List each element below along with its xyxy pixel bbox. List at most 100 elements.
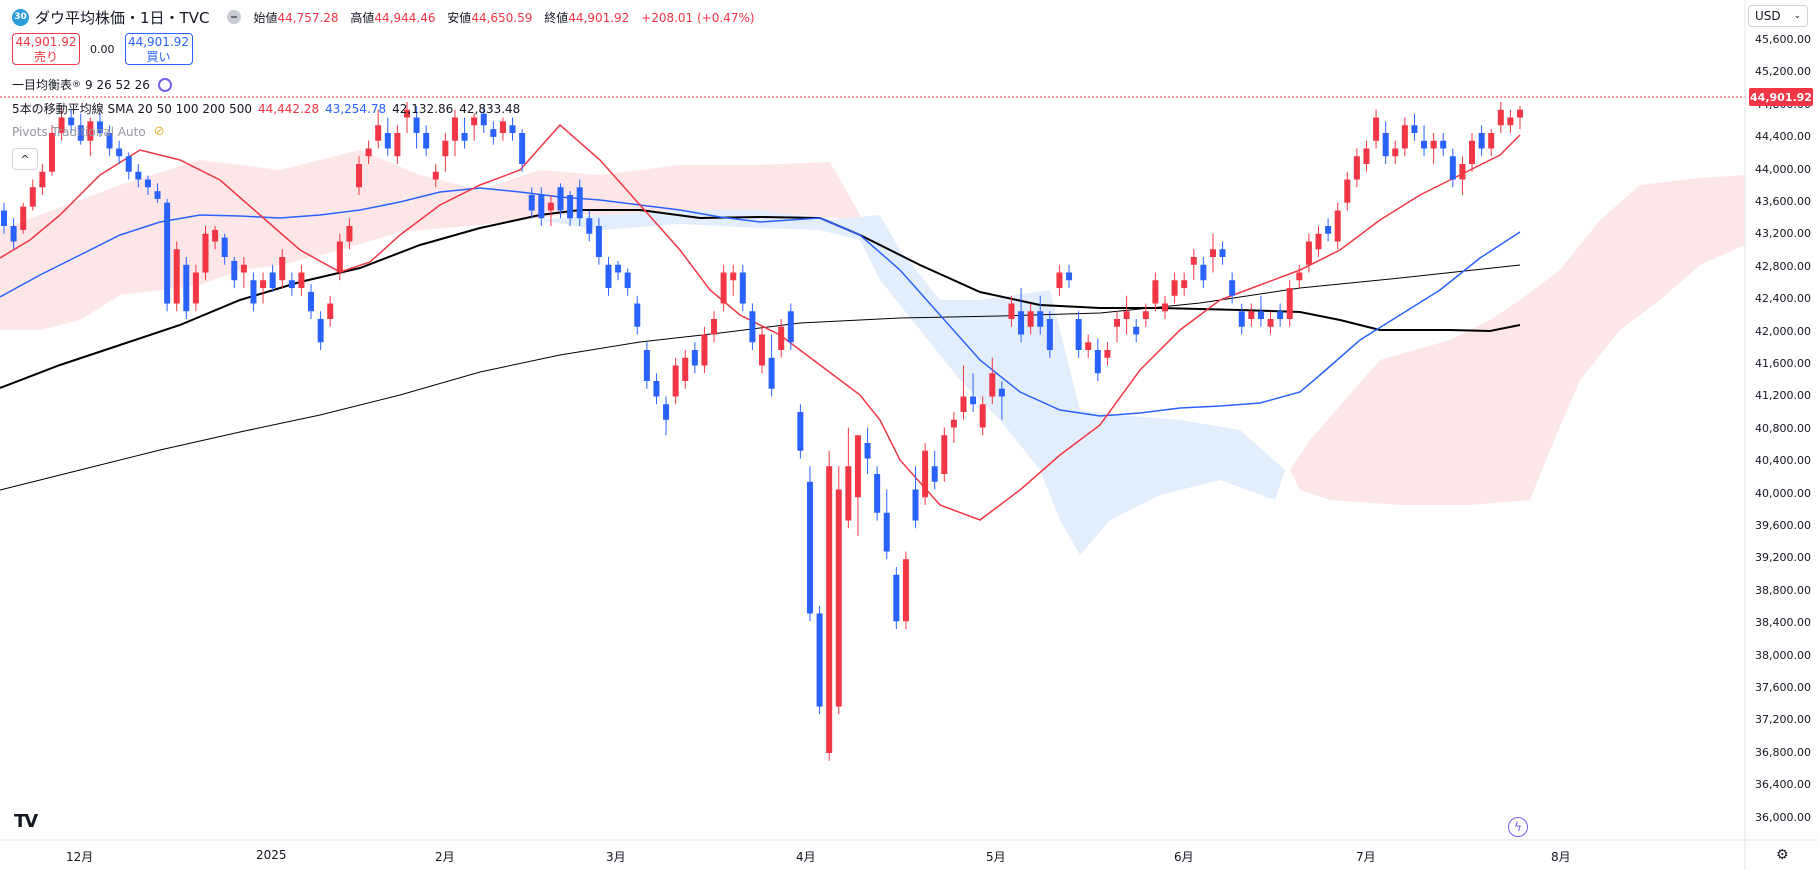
candle [1296, 264, 1303, 288]
candle [1373, 109, 1380, 149]
buy-button[interactable]: 44,901.92 買い [124, 33, 193, 65]
currency-select[interactable]: USD ⌄ [1748, 5, 1808, 27]
candle [106, 125, 113, 157]
candle [96, 113, 103, 137]
time-tick-label: 6月 [1174, 850, 1194, 864]
candle [1469, 133, 1476, 172]
collapse-legend-button[interactable]: ^ [12, 148, 38, 170]
candle [960, 365, 967, 420]
candle [759, 326, 765, 374]
candle [989, 357, 996, 405]
sma-20-line [0, 123, 1521, 521]
price-tick-label: 42,400.00 [1755, 292, 1811, 306]
candle [893, 567, 900, 629]
candle [547, 195, 554, 226]
candle [567, 191, 574, 226]
candle [864, 427, 871, 474]
price-tick-label: 37,200.00 [1755, 713, 1811, 727]
candle [471, 113, 478, 141]
candle [970, 373, 977, 412]
candle [586, 210, 593, 242]
candle [39, 164, 46, 195]
candle [29, 179, 36, 211]
candle [240, 257, 247, 288]
kumo-bull-right [1290, 175, 1745, 505]
candle [1305, 233, 1312, 273]
ohlc-change: +208.01 (+0.47%) [641, 10, 755, 25]
lightning-icon[interactable]: ϟ [1508, 817, 1528, 837]
settings-icon[interactable]: ⚙ [1776, 847, 1789, 863]
sma-50-line [0, 187, 1521, 417]
price-tick-label: 39,200.00 [1755, 551, 1811, 565]
candle [826, 450, 833, 761]
buy-sell-panel: 44,901.92 売り 0.00 44,901.92 買い [12, 33, 193, 65]
candle [1056, 264, 1063, 296]
candle [260, 272, 267, 304]
candle [931, 450, 938, 490]
candle [557, 183, 564, 219]
candle [787, 303, 794, 350]
candle [528, 187, 535, 219]
ohlc-values: 始値44,757.28 高値44,944.46 安値44,650.59 終値44… [253, 10, 755, 25]
candle [375, 109, 382, 149]
candle [58, 105, 65, 141]
candle [538, 187, 545, 226]
symbol-badge: 30 [12, 8, 29, 26]
candle [1085, 334, 1092, 358]
price-tick-label: 45,200.00 [1755, 65, 1811, 79]
candle [327, 295, 334, 327]
candle [739, 264, 746, 312]
candle [1238, 303, 1245, 335]
indicator-pivots[interactable]: Pivots Traditional Auto ⊘ [12, 124, 165, 139]
candle [212, 226, 219, 250]
candles-layer [1, 102, 1523, 761]
sell-button[interactable]: 44,901.92 売り [12, 33, 80, 65]
candle [1459, 156, 1466, 195]
candle [711, 311, 718, 343]
candle [1286, 280, 1293, 327]
candle [1392, 140, 1399, 164]
candle [48, 125, 55, 176]
symbol-header: 30 ダウ平均株価・1日・TVC 始値44,757.28 高値44,944.46… [12, 7, 763, 27]
candle [308, 284, 315, 319]
candle [87, 117, 94, 157]
candle [279, 249, 286, 288]
candle [509, 117, 516, 141]
candle [682, 350, 689, 389]
hide-legend-icon[interactable] [227, 10, 242, 24]
candle [1133, 319, 1140, 343]
candle [1334, 202, 1341, 250]
eye-off-icon[interactable]: ⊘ [153, 124, 165, 139]
candle [20, 202, 27, 234]
candle [519, 129, 526, 172]
price-tick-label: 41,600.00 [1755, 357, 1811, 370]
candle [231, 257, 238, 288]
indicator-sma[interactable]: 5本の移動平均線 SMA 20 50 100 200 500 44,442.28… [12, 101, 521, 117]
indicator-ichimoku[interactable]: 一目均衡表 ® 9 26 52 26 [12, 76, 172, 93]
candle [154, 183, 161, 203]
tradingview-logo[interactable]: TV [14, 811, 38, 832]
candle [1152, 272, 1159, 312]
candle [941, 427, 948, 482]
candle [1267, 311, 1274, 335]
candle [730, 264, 737, 296]
price-tick-label: 36,400.00 [1755, 778, 1811, 792]
candle [1315, 226, 1322, 257]
candle [1449, 148, 1456, 188]
price-tick-label: 40,800.00 [1755, 421, 1811, 435]
candle [1430, 133, 1437, 164]
candle [615, 260, 622, 281]
candle [423, 125, 430, 157]
price-tick-label: 40,000.00 [1755, 486, 1811, 500]
refresh-icon[interactable] [157, 77, 172, 92]
price-tick-label: 38,800.00 [1755, 583, 1811, 597]
time-tick-label: 2025 [256, 848, 287, 862]
candle [912, 466, 919, 529]
candle [1248, 303, 1255, 327]
price-tick-label: 42,800.00 [1755, 259, 1811, 273]
candle [663, 396, 670, 436]
symbol-title[interactable]: ダウ平均株価・1日・TVC [35, 8, 210, 27]
price-tick-label: 43,600.00 [1755, 195, 1811, 208]
candle [298, 264, 305, 296]
